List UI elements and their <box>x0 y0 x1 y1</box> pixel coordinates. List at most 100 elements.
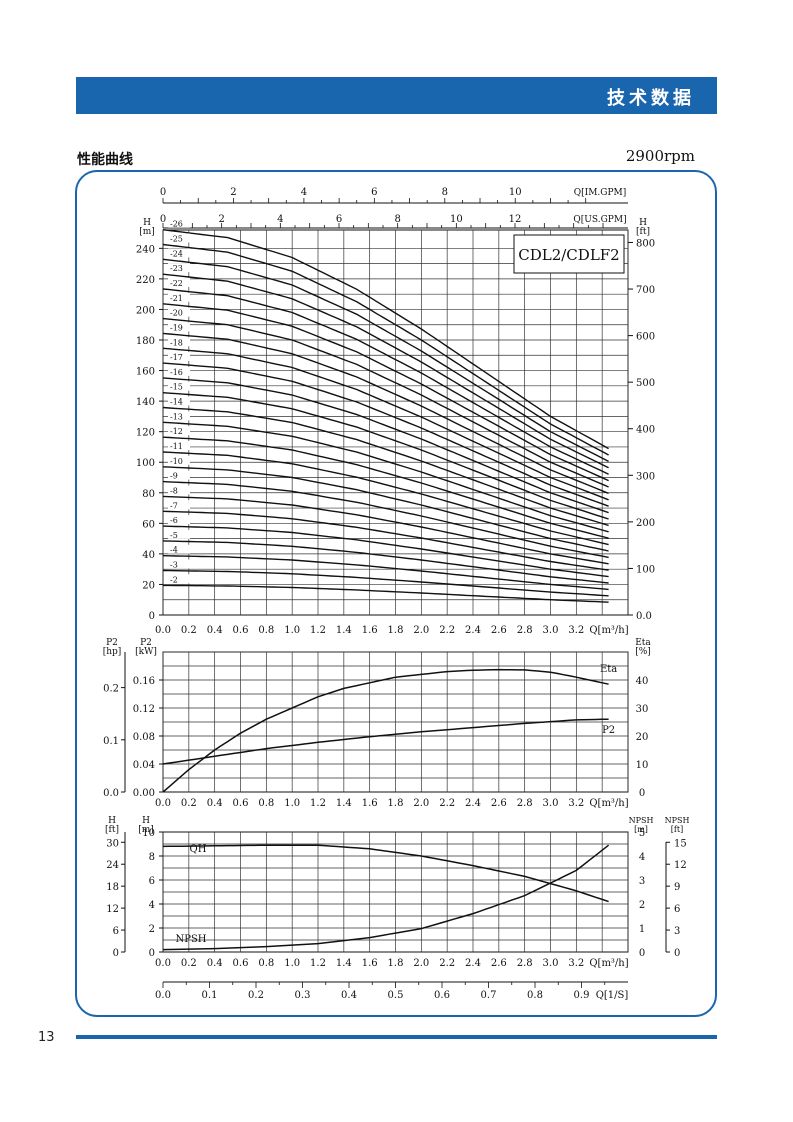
top-axis-usgpm-ticklabel: 10 <box>450 214 463 225</box>
top-axis-usgpm-ticklabel: 8 <box>394 214 400 225</box>
head-curve-stage <box>162 273 609 469</box>
head-xtick: 3.0 <box>543 625 559 636</box>
eta-ylabel: Eta <box>635 638 651 648</box>
stage-label: -22 <box>170 279 183 288</box>
head-xtick: 1.6 <box>362 625 378 636</box>
head-curve-stage <box>162 466 609 552</box>
stage-label-bg <box>168 426 190 436</box>
stage-label-bg <box>168 277 190 287</box>
power-ytick-kw: 0.00 <box>133 788 155 799</box>
head-xtick: 0.2 <box>181 625 197 636</box>
qh-ytick-m: 4 <box>149 900 155 911</box>
stage-label-bg <box>168 455 190 465</box>
stage-label: -6 <box>170 516 178 525</box>
power-xtick: 0.8 <box>258 798 274 809</box>
top-axis-imgpm-label: Q[IM.GPM] <box>574 188 627 198</box>
stage-label: -18 <box>170 338 183 347</box>
qh-xtick: 1.4 <box>336 958 352 969</box>
stage-label: -13 <box>170 412 183 421</box>
head-ytick-m: 120 <box>136 428 155 439</box>
qh-ytick-m: 2 <box>149 924 155 935</box>
head-xtick: 0.6 <box>233 625 249 636</box>
power-ylabel-hp: [hp] <box>103 647 122 657</box>
lps-tick-label: 0.3 <box>295 990 311 1001</box>
head-ytick-m: 240 <box>136 244 155 255</box>
head-ytick-m: 200 <box>136 305 155 316</box>
stage-label: -26 <box>170 220 183 229</box>
power-xtick: 2.4 <box>465 798 481 809</box>
head-xtick: 1.2 <box>310 625 326 636</box>
qh-xtick: 1.6 <box>362 958 378 969</box>
power-xtick: 1.8 <box>388 798 404 809</box>
power-xtick: 0.0 <box>155 798 171 809</box>
head-curve-stage <box>162 451 609 546</box>
stage-label: -25 <box>170 235 183 244</box>
power-ylabel-hp: P2 <box>106 638 118 648</box>
npsh-ytick-ft: 15 <box>674 838 687 849</box>
power-ytick-kw: 0.16 <box>133 676 155 687</box>
stage-label-bg <box>168 396 190 406</box>
power-xtick: 0.2 <box>181 798 197 809</box>
head-ytick-ft: 400 <box>636 425 655 436</box>
stage-label-bg <box>168 529 190 539</box>
series-npsh-label: NPSH <box>175 934 206 945</box>
power-xlabel: Q[m³/h] <box>589 798 628 809</box>
stage-label: -19 <box>170 323 183 332</box>
top-axis-usgpm-ticklabel: 6 <box>336 214 342 225</box>
head-ytick-ft: 700 <box>636 285 655 296</box>
stage-label-bg <box>168 411 190 421</box>
head-curve-stage <box>162 288 609 475</box>
head-curve-stage <box>162 258 609 463</box>
head-curve-stage <box>163 584 609 603</box>
head-xtick: 2.0 <box>413 625 429 636</box>
stage-label-bg <box>168 248 190 258</box>
power-ytick-hp: 0.2 <box>103 684 119 695</box>
eta-ytick: 20 <box>636 732 649 743</box>
stage-label: -8 <box>170 486 178 495</box>
power-xtick: 1.6 <box>362 798 378 809</box>
power-ylabel-kw: [kW] <box>135 647 157 657</box>
qh-ytick-m: 10 <box>142 828 155 839</box>
head-curve-stage <box>162 392 609 520</box>
head-curve-stage <box>162 480 609 559</box>
power-xtick: 2.0 <box>413 798 429 809</box>
head-ytick-m: 40 <box>142 550 155 561</box>
qh-xtick: 3.0 <box>543 958 559 969</box>
head-ytick-m: 140 <box>136 397 155 408</box>
stage-label-bg <box>168 337 190 347</box>
stage-label: -15 <box>170 383 183 392</box>
qh-xtick: 0.8 <box>258 958 274 969</box>
stage-label-bg <box>168 544 190 554</box>
stage-label-bg <box>168 440 190 450</box>
power-xtick: 1.2 <box>310 798 326 809</box>
npsh-ylabel-m: [m] <box>634 825 648 834</box>
power-ytick-kw: 0.08 <box>133 732 155 743</box>
head-curve-stage <box>162 303 609 482</box>
series-p2-line <box>162 718 609 765</box>
head-xlabel: Q[m³/h] <box>589 625 628 636</box>
eta-ytick: 0 <box>639 788 645 799</box>
npsh-ylabel-ft: [ft] <box>671 825 683 834</box>
head-curve-stage <box>162 421 609 533</box>
stage-label-bg <box>168 352 190 362</box>
stage-label-bg <box>168 218 190 228</box>
qh-ytick-ft: 12 <box>106 904 119 915</box>
qh-xtick: 2.4 <box>465 958 481 969</box>
npsh-ytick-ft: 0 <box>674 948 680 959</box>
head-xtick: 1.4 <box>336 625 352 636</box>
top-axis-imgpm-ticklabel: 8 <box>442 187 448 198</box>
head-ylabel-ft: H <box>639 218 647 228</box>
npsh-ytick-ft: 9 <box>674 882 680 893</box>
head-ytick-ft: 500 <box>636 378 655 389</box>
npsh-ytick-m: 5 <box>639 828 645 839</box>
head-xtick: 2.8 <box>517 625 533 636</box>
top-axis-imgpm-ticklabel: 4 <box>301 187 307 198</box>
head-xtick: 0.4 <box>207 625 223 636</box>
stage-label-bg <box>168 500 190 510</box>
qh-ytick-m: 0 <box>149 948 155 959</box>
npsh-ytick-m: 2 <box>639 900 645 911</box>
section-title: 性能曲线 <box>77 152 133 168</box>
head-ytick-ft: 0.0 <box>636 611 652 622</box>
lps-tick-label: 0.2 <box>248 990 264 1001</box>
head-xtick: 2.2 <box>439 625 455 636</box>
